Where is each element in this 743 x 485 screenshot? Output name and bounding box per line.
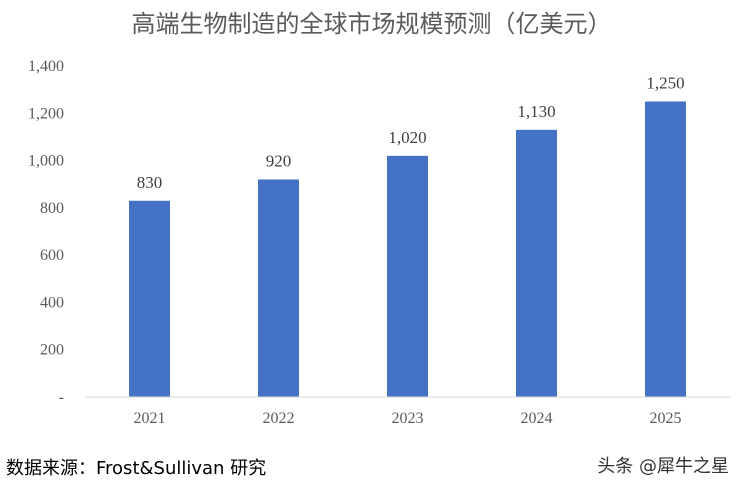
- data-label: 1,250: [646, 73, 684, 92]
- bars: 830 920 1,020 1,130 1,250: [129, 73, 686, 398]
- bar: [516, 129, 557, 398]
- bar: [258, 179, 299, 397]
- y-axis: - 200 400 600 800 1,000 1,200 1,400: [28, 58, 64, 406]
- y-tick-label: 600: [40, 247, 64, 264]
- data-label: 830: [137, 173, 163, 192]
- bar: [129, 200, 170, 397]
- watermark: 头条 @犀牛之星: [597, 456, 729, 477]
- y-tick-label: -: [59, 389, 64, 406]
- data-label: 920: [266, 151, 292, 170]
- y-tick-label: 800: [40, 200, 64, 217]
- chart-title: 高端生物制造的全球市场规模预测（亿美元）: [131, 10, 612, 38]
- y-tick-label: 400: [40, 294, 64, 311]
- x-tick-label: 2022: [263, 410, 295, 427]
- source-note: 数据来源：Frost&Sullivan 研究: [6, 458, 267, 479]
- y-tick-label: 1,200: [28, 105, 64, 122]
- x-tick-label: 2021: [134, 410, 166, 427]
- data-label: 1,020: [388, 128, 426, 147]
- x-tick-label: 2024: [521, 410, 553, 427]
- x-tick-label: 2025: [650, 410, 682, 427]
- bar: [645, 101, 686, 397]
- y-tick-label: 1,000: [28, 153, 64, 170]
- y-tick-label: 1,400: [28, 58, 64, 75]
- x-tick-label: 2023: [392, 410, 424, 427]
- data-label: 1,130: [517, 102, 555, 121]
- x-axis: 2021 2022 2023 2024 2025: [134, 410, 682, 427]
- y-tick-label: 200: [40, 342, 64, 359]
- bar: [387, 155, 428, 397]
